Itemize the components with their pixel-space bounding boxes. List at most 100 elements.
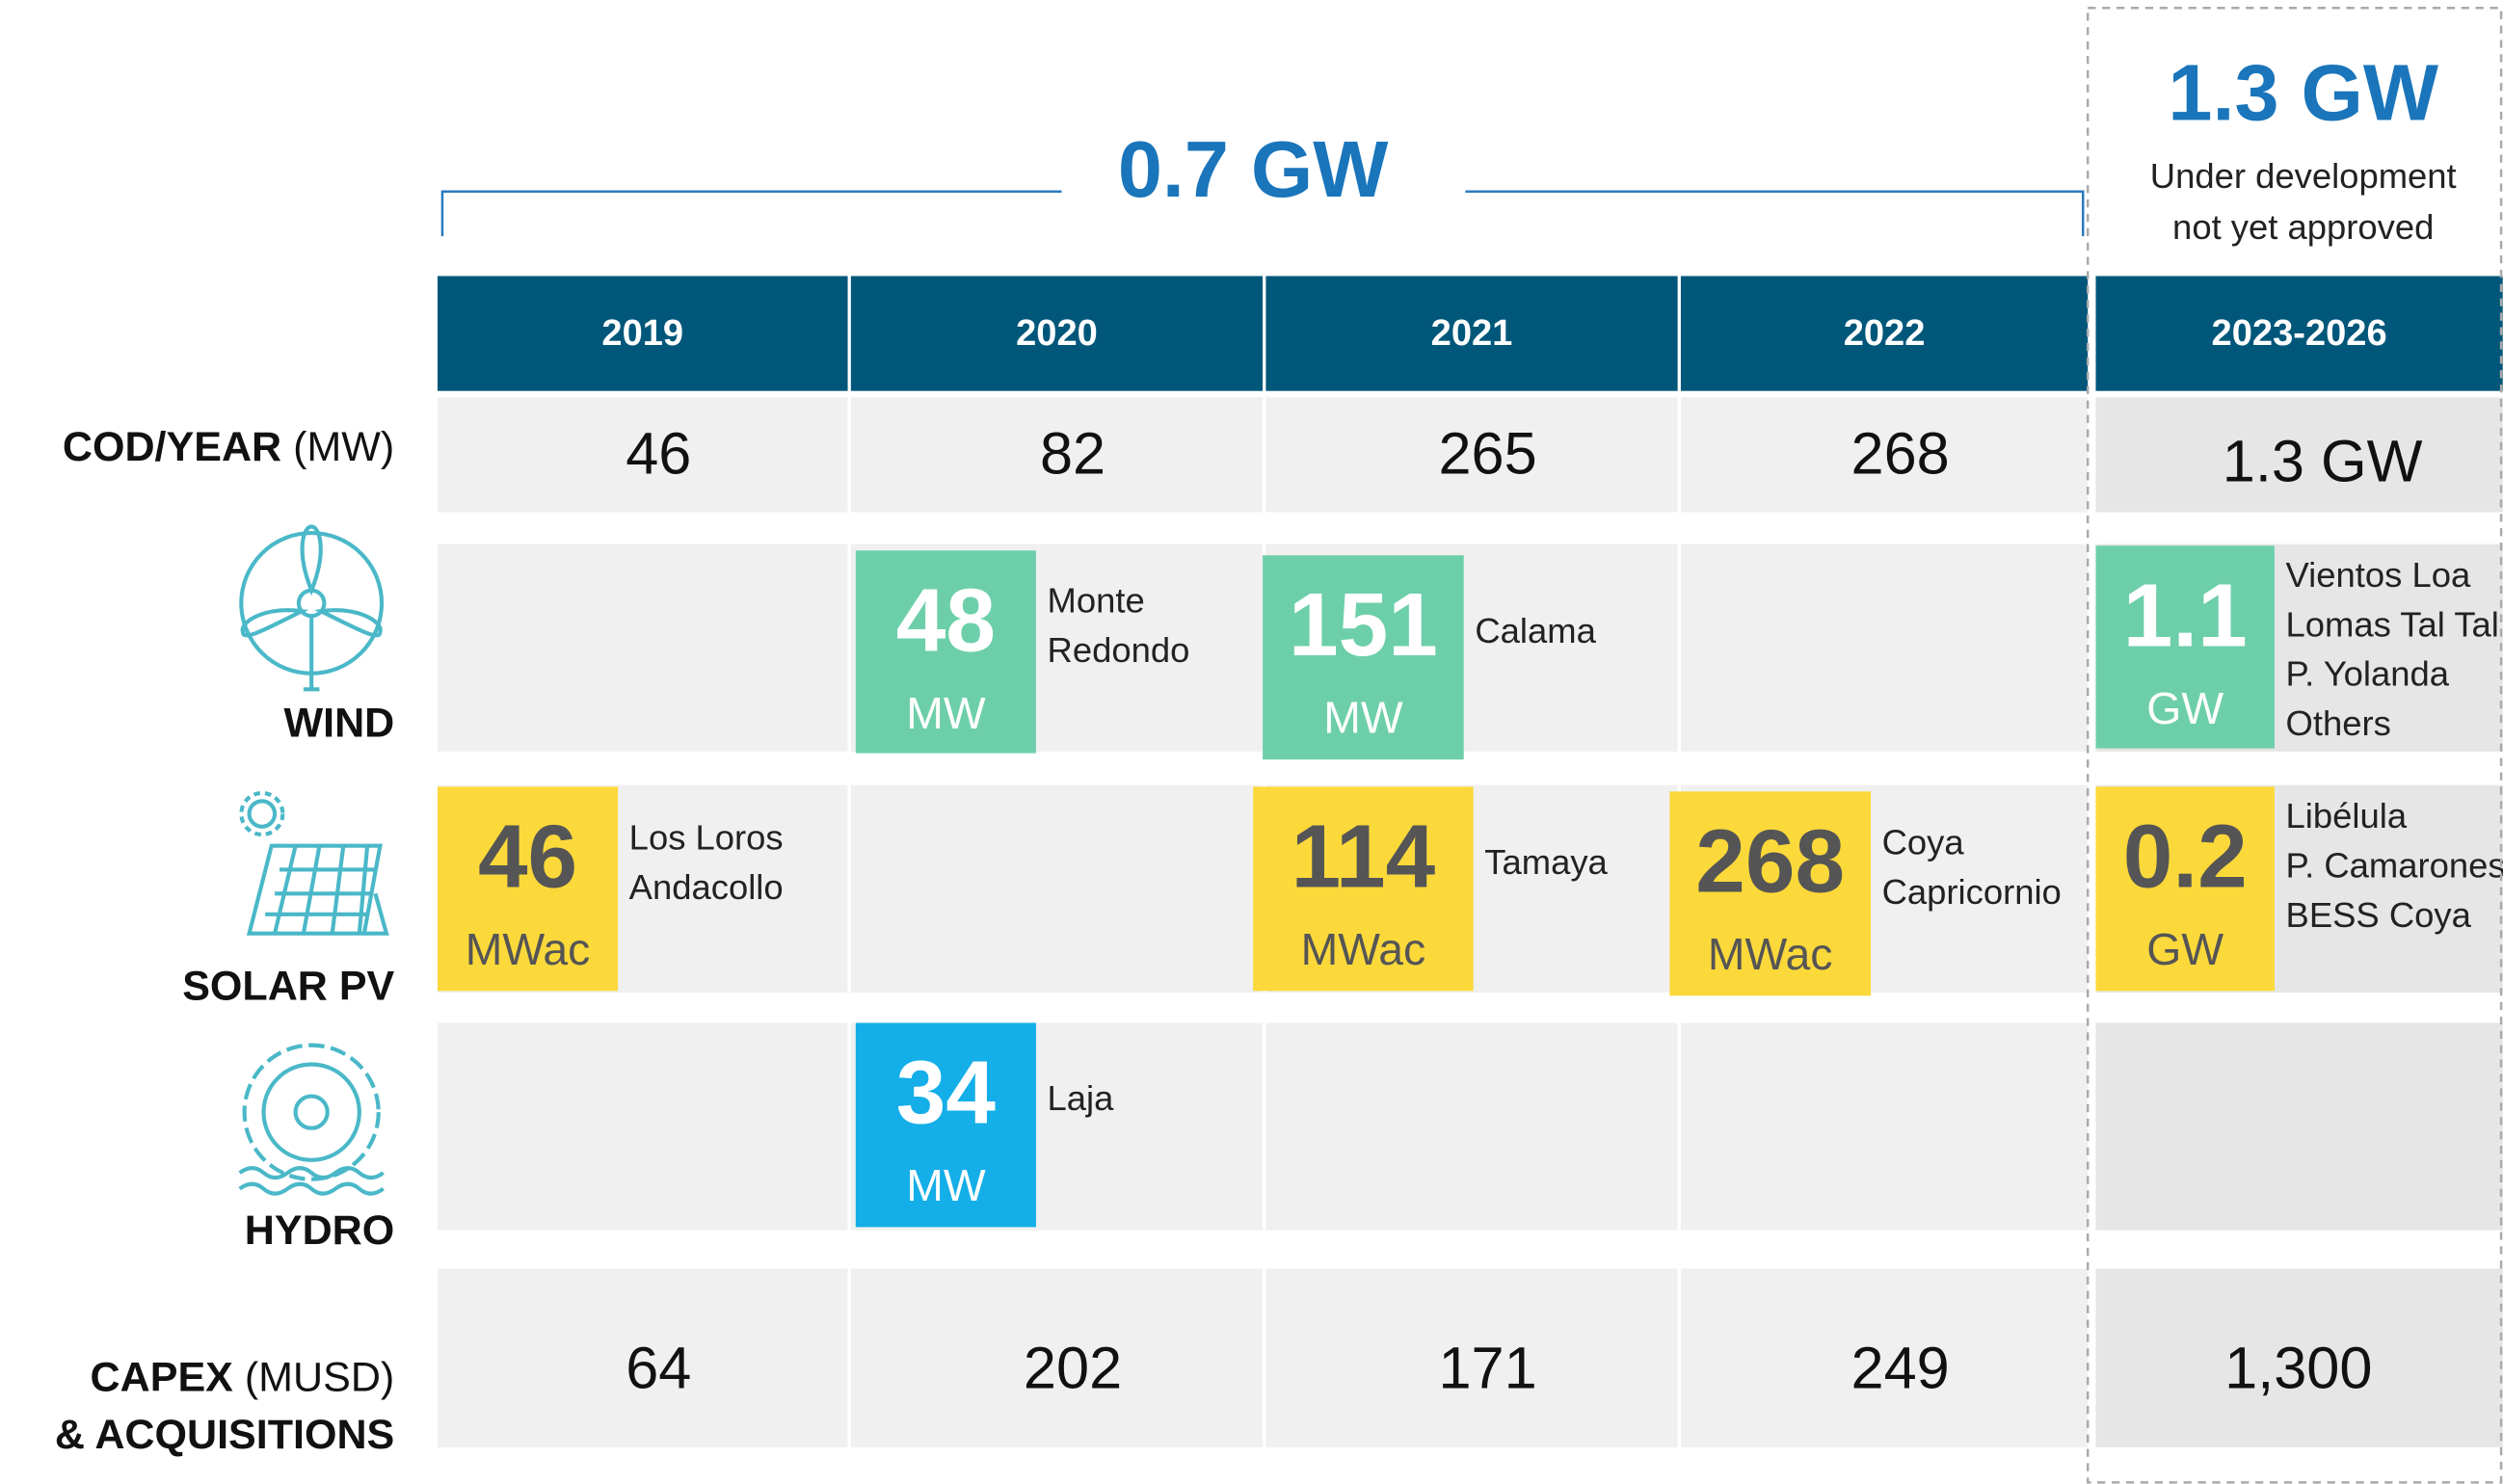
- capex-value: 171: [1438, 1335, 1536, 1400]
- future-total: 1.3 GW: [2168, 48, 2438, 138]
- capex-value: 1,300: [2224, 1335, 2372, 1400]
- project-name: Coya: [1882, 822, 1965, 861]
- header-cell: [437, 276, 848, 391]
- label-text: HYDRO: [245, 1207, 394, 1254]
- row-label: CAPEX (MUSD): [91, 1355, 395, 1401]
- cod-value: 46: [626, 420, 691, 486]
- tech-box: [1263, 555, 1464, 760]
- tech-box: [855, 1022, 1036, 1228]
- cod-value: 1.3 GW: [2223, 429, 2423, 494]
- capacity: 46: [478, 806, 577, 906]
- project-name: Others: [2286, 703, 2391, 743]
- project-name: P. Camarones: [2286, 845, 2503, 885]
- column-header: 2021: [1431, 313, 1513, 354]
- project-name: Tamaya: [1484, 842, 1608, 882]
- header-cell: [2095, 276, 2503, 391]
- row-cell: [437, 543, 848, 752]
- project-name: Lomas Tal Tal: [2286, 604, 2499, 644]
- future-note: Under development: [2150, 156, 2457, 196]
- header-cell: [1680, 276, 2089, 391]
- tech-box: [855, 550, 1036, 754]
- row-cell: [2095, 397, 2503, 513]
- future-note: not yet approved: [2172, 207, 2434, 247]
- column-header: 2020: [1016, 313, 1098, 354]
- capacity-unit: MWac: [1301, 924, 1426, 974]
- column-header: 2023-2026: [2212, 313, 2387, 354]
- row-cell: [850, 784, 1264, 993]
- header-cell: [850, 276, 1264, 391]
- row-cell: [1680, 1268, 2089, 1447]
- row-cell: [2095, 1268, 2503, 1447]
- capacity-unit: GW: [2146, 924, 2223, 974]
- tech-box: [2095, 786, 2275, 992]
- hydro-icon: [238, 1043, 385, 1196]
- row-cell: [1680, 397, 2089, 513]
- label-unit: (MW): [293, 424, 394, 470]
- project-name: BESS Coya: [2286, 895, 2472, 935]
- range-label: 0.7 GW: [1118, 124, 1389, 214]
- tech-box: [2095, 545, 2275, 749]
- label-text: CAPEX: [91, 1355, 234, 1401]
- tech-box: [437, 786, 619, 992]
- row-label: WIND: [284, 701, 395, 747]
- project-name: Calama: [1475, 611, 1596, 650]
- row-cell: [437, 1022, 848, 1231]
- capacity-unit: MW: [906, 688, 986, 738]
- project-name: Vientos Loa: [2286, 555, 2471, 595]
- project-name: Capricornio: [1882, 872, 2062, 912]
- project-name: Andacollo: [629, 867, 784, 907]
- row-label: SOLAR PV: [182, 964, 394, 1010]
- row-cell: [1265, 397, 1678, 513]
- row-cell: [437, 1268, 848, 1447]
- capex-value: 202: [1024, 1335, 1122, 1400]
- cod-value: 265: [1438, 420, 1536, 486]
- row-label: & ACQUISITIONS: [55, 1412, 394, 1458]
- project-name: Laja: [1048, 1078, 1115, 1118]
- label-text: COD/YEAR: [63, 424, 281, 470]
- project-name: Los Loros: [629, 817, 784, 857]
- tech-box: [1669, 791, 1871, 996]
- capacity-unit: MWac: [466, 924, 591, 974]
- row-cell: [1265, 1022, 1678, 1231]
- capacity: 34: [896, 1042, 997, 1142]
- future-frame: [2086, 7, 2503, 1484]
- capacity-unit: MWac: [1708, 929, 1833, 979]
- project-name: Redondo: [1048, 630, 1190, 670]
- capacity-unit: GW: [2146, 683, 2223, 733]
- wind-icon: [239, 524, 385, 692]
- header-cell: [1265, 276, 1678, 391]
- row-cell: [850, 1268, 1264, 1447]
- label-text: WIND: [284, 701, 395, 747]
- capacity-unit: MW: [906, 1160, 986, 1210]
- tech-box: [1253, 786, 1474, 992]
- capacity: 1.1: [2123, 565, 2248, 665]
- capacity: 114: [1291, 806, 1436, 906]
- project-name: Monte: [1048, 581, 1145, 621]
- capex-value: 249: [1851, 1335, 1950, 1400]
- capacity: 48: [896, 570, 996, 670]
- capex-value: 64: [626, 1335, 691, 1400]
- cod-value: 82: [1040, 420, 1105, 486]
- column-header: 2019: [601, 313, 683, 354]
- capacity: 0.2: [2123, 806, 2248, 906]
- project-name: P. Yolanda: [2286, 654, 2450, 694]
- row-cell: [2095, 1022, 2503, 1231]
- row-cell: [1265, 1268, 1678, 1447]
- row-cell: [437, 397, 848, 513]
- label-text: & ACQUISITIONS: [55, 1412, 394, 1458]
- bracket: [440, 190, 2085, 237]
- column-header: 2022: [1844, 313, 1926, 354]
- solar-icon: [239, 790, 389, 936]
- row-label: COD/YEAR (MW): [63, 424, 394, 470]
- capacity: 268: [1695, 810, 1845, 911]
- row-cell: [1680, 1022, 2089, 1231]
- capacity-unit: MW: [1323, 693, 1403, 743]
- label-unit: (MUSD): [245, 1355, 394, 1401]
- row-label: HYDRO: [245, 1207, 394, 1254]
- label-text: SOLAR PV: [182, 964, 394, 1010]
- row-cell: [850, 397, 1264, 513]
- row-cell: [1680, 543, 2089, 752]
- table: 2019 2020 2021 2022 2023-2026 COD/YEAR (MW) WI…: [55, 276, 2503, 1458]
